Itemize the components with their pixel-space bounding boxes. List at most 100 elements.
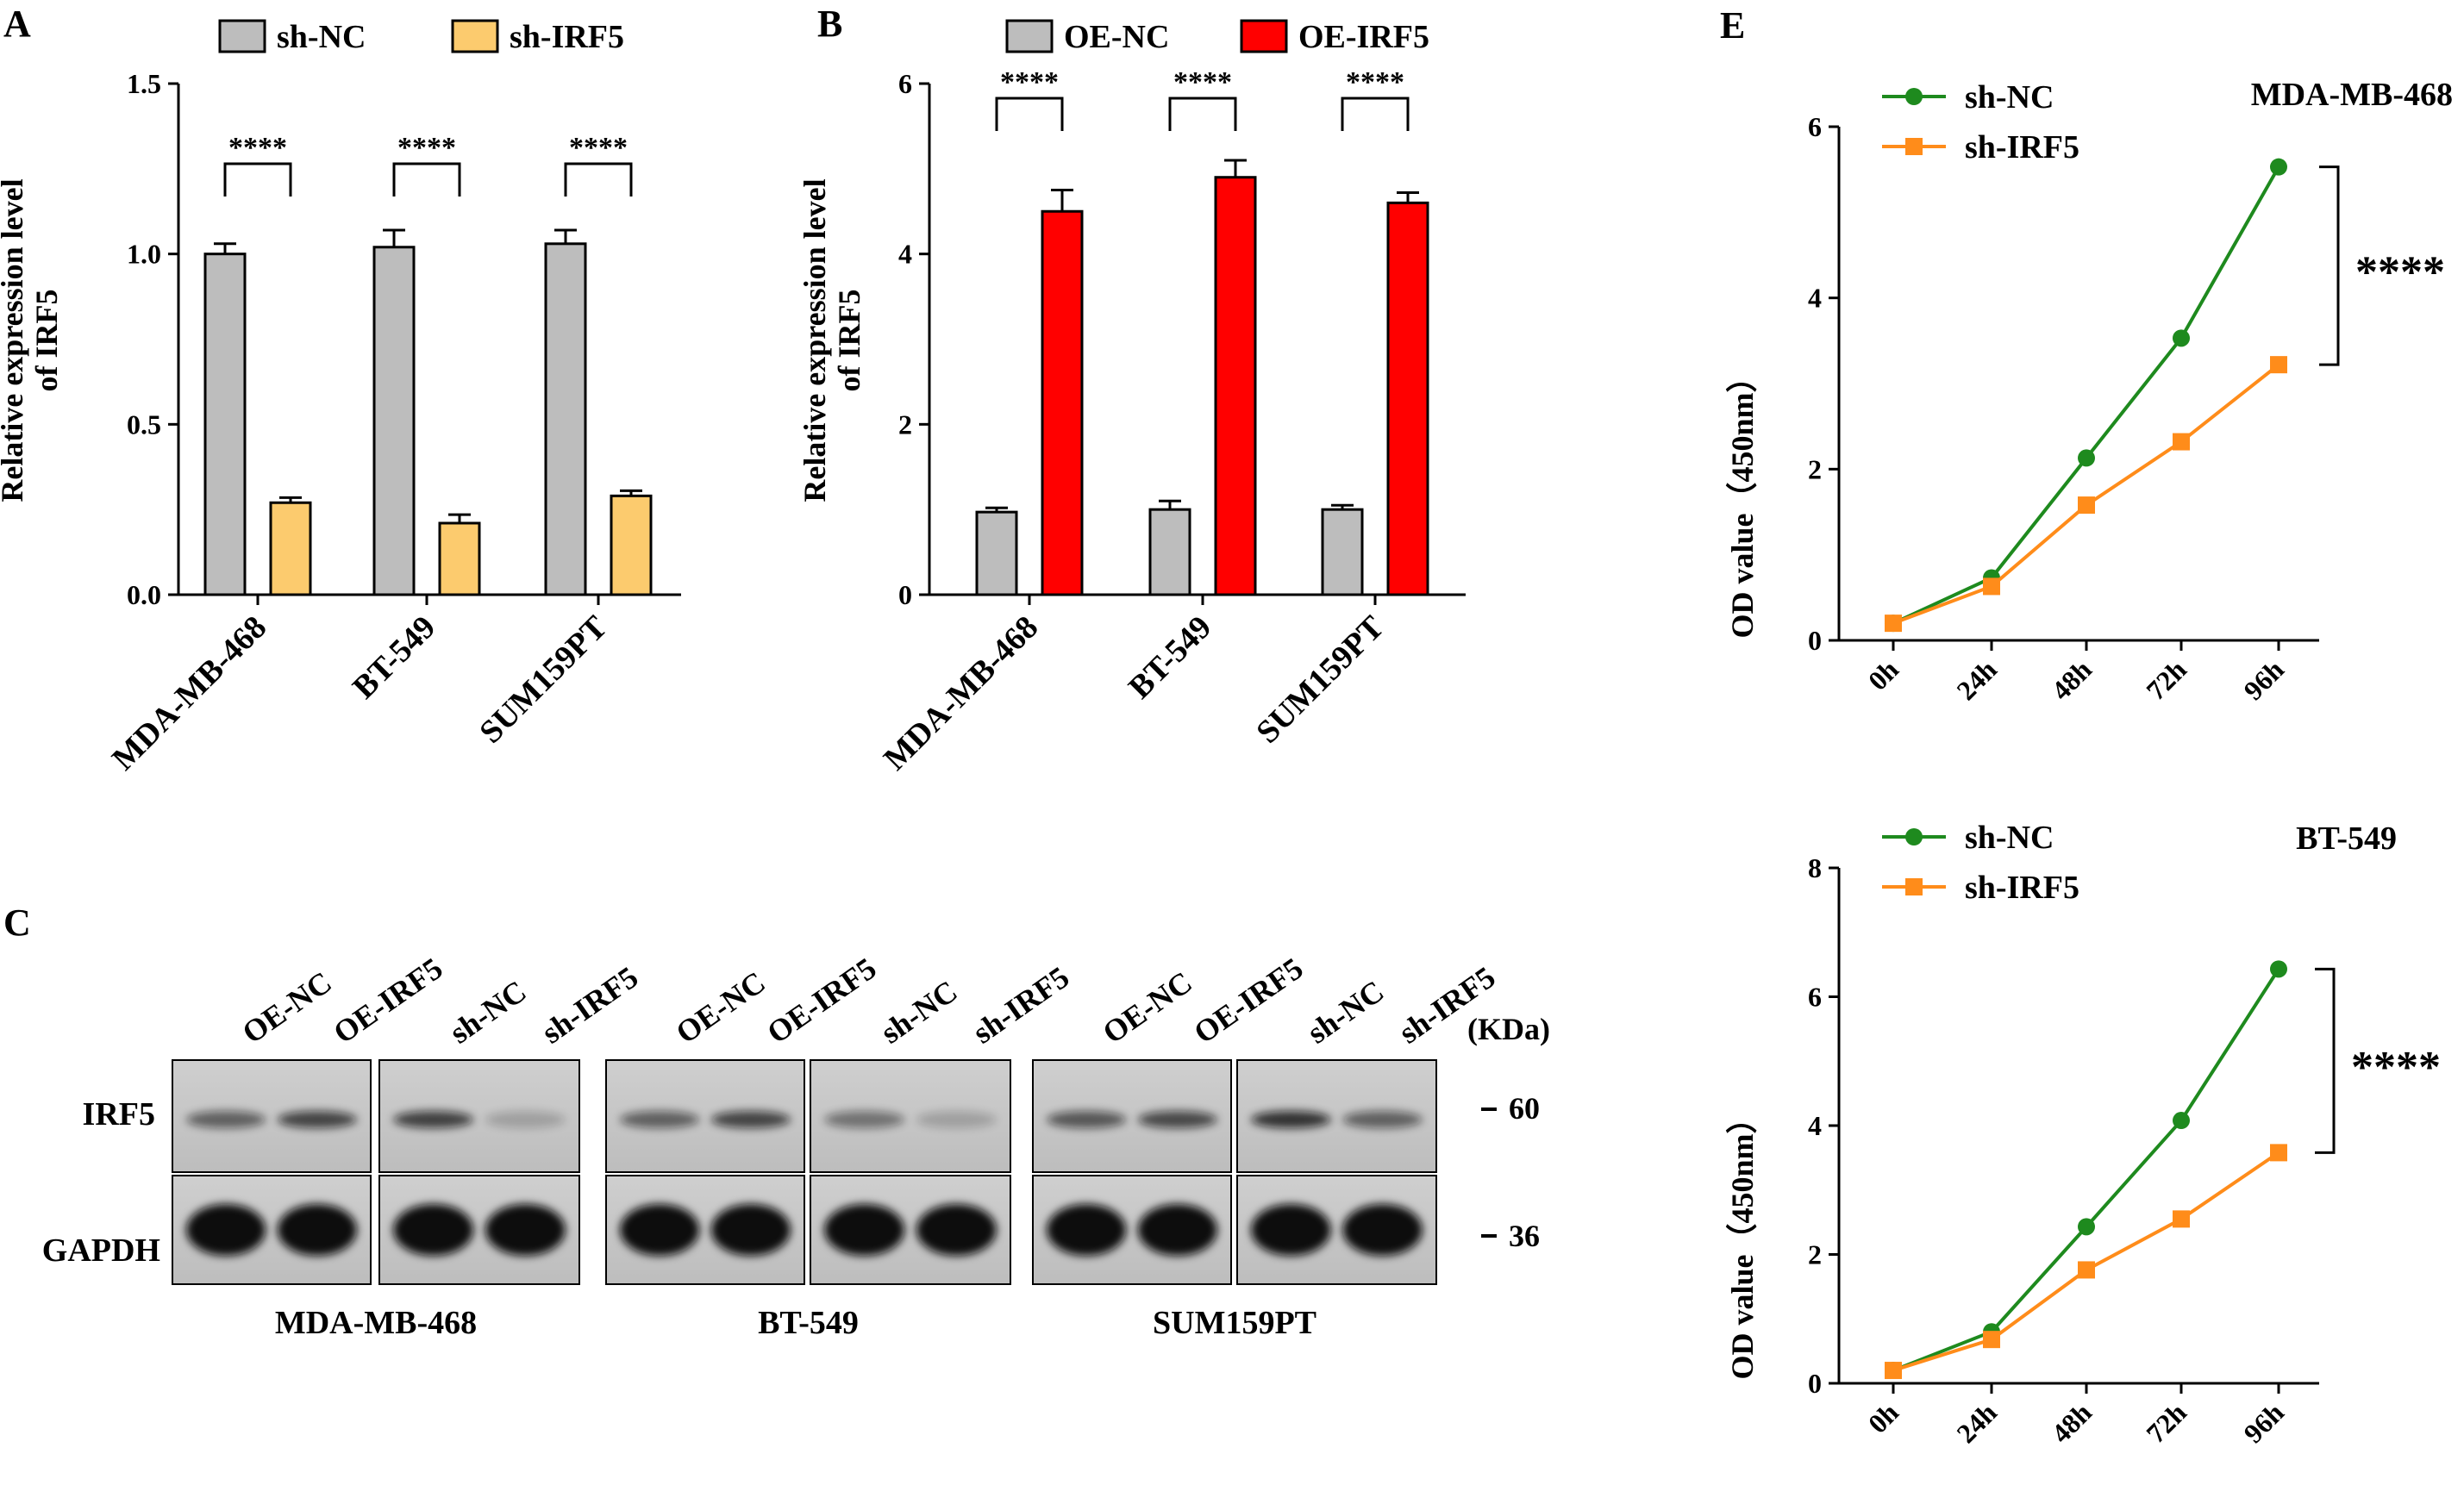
- panel-e-top-line-chart: 0 2 4 6 OD value（450nm） MDA-MB-468 0h 24h 48h 72h…: [1725, 77, 2453, 706]
- row-label: IRF5: [83, 1096, 155, 1132]
- y-tick-label: 6: [898, 68, 912, 99]
- data-point: [1885, 615, 1902, 633]
- y-tick-label: 8: [1808, 852, 1822, 883]
- legend-swatch: [1005, 19, 1054, 53]
- gapdh-band: [277, 1204, 357, 1256]
- y-tick-label: 4: [1808, 1110, 1822, 1141]
- y-tick-label: 0.5: [127, 409, 161, 440]
- x-tick-label: MDA-MB-468: [877, 609, 1045, 777]
- data-point: [2270, 1144, 2287, 1162]
- irf5-band: [824, 1111, 905, 1128]
- legend-swatch: [1240, 19, 1288, 53]
- y-tick-label: 6: [1808, 982, 1822, 1013]
- significance-label: ****: [1000, 66, 1059, 98]
- x-tick-label: 72h: [2140, 653, 2192, 706]
- y-tick-label: 0: [1808, 1368, 1822, 1399]
- y-axis-label: OD value（450nm）: [1725, 1102, 1760, 1379]
- panel-letter-e: E: [1720, 4, 1745, 47]
- x-tick-label: 24h: [1950, 653, 2003, 706]
- y-tick-label: 4: [1808, 283, 1822, 314]
- data-point: [2270, 960, 2287, 978]
- x-tick-label: 96h: [2237, 653, 2290, 706]
- data-point: [2173, 1112, 2190, 1130]
- gapdh-band: [824, 1204, 905, 1256]
- data-point: [2270, 158, 2287, 176]
- irf5-band: [277, 1111, 357, 1128]
- significance-bracket: [223, 162, 292, 197]
- y-tick-label: 2: [1808, 453, 1822, 484]
- bar: [1386, 201, 1429, 596]
- legend-marker: [1905, 828, 1923, 845]
- lane-label: sh-NC: [874, 974, 963, 1051]
- x-tick-label: 72h: [2140, 1396, 2192, 1449]
- gapdh-band: [186, 1204, 266, 1256]
- significance-bracket: [995, 97, 1064, 131]
- data-point: [2078, 1261, 2095, 1279]
- cell-line-label: MDA-MB-468: [275, 1305, 477, 1341]
- series-line: [1892, 968, 2280, 1372]
- panel-letter-a: A: [3, 3, 31, 45]
- lane-label: OE-IRF5: [761, 951, 883, 1050]
- lane-label: OE-NC: [1097, 964, 1198, 1050]
- irf5-band: [485, 1111, 566, 1128]
- chart-title: BT-549: [2296, 820, 2397, 857]
- significance-bracket: [1168, 97, 1237, 131]
- significance-label: ****: [569, 132, 628, 164]
- y-axis-label: of IRF5: [832, 290, 866, 392]
- x-tick-label: SUM159PT: [1249, 609, 1391, 751]
- significance-label: ****: [2351, 1043, 2441, 1092]
- data-point: [2173, 329, 2190, 347]
- x-tick-label: 24h: [1950, 1396, 2003, 1449]
- lane-label: OE-NC: [236, 964, 338, 1050]
- bar: [1041, 209, 1084, 596]
- legend-marker: [1905, 88, 1923, 105]
- significance-bracket: [1341, 97, 1410, 131]
- irf5-band: [393, 1111, 474, 1128]
- significance-bracket: [2319, 165, 2340, 366]
- legend-swatch: [218, 19, 266, 53]
- legend-label: sh-IRF5: [1965, 870, 2079, 906]
- data-point: [2078, 449, 2095, 467]
- legend-swatch: [451, 19, 499, 53]
- irf5-band: [1047, 1111, 1127, 1128]
- y-tick-label: 0: [898, 579, 912, 610]
- significance-label: ****: [228, 132, 287, 164]
- significance-bracket: [2315, 967, 2336, 1154]
- legend-label: OE-IRF5: [1298, 19, 1429, 55]
- irf5-band: [186, 1111, 266, 1128]
- significance-bracket: [564, 162, 633, 197]
- y-axis-label: Relative expression level: [0, 178, 29, 502]
- lane-label: OE-IRF5: [328, 951, 449, 1050]
- x-tick-label: 0h: [1862, 1396, 1904, 1438]
- x-tick-label: BT-549: [346, 609, 442, 706]
- bar: [975, 510, 1018, 596]
- panel-letter-c: C: [3, 902, 31, 944]
- x-tick-label: 48h: [2045, 653, 2098, 706]
- series-line: [1892, 363, 2280, 626]
- significance-label: ****: [1173, 66, 1232, 98]
- y-tick-label: 0: [1808, 625, 1822, 656]
- legend-marker: [1905, 138, 1923, 155]
- legend-label: sh-IRF5: [1965, 129, 2079, 165]
- data-point: [2078, 496, 2095, 515]
- gapdh-band: [393, 1204, 474, 1256]
- panel-a-bar-chart: 0.0 0.5 1.0 1.5 Relative expression levelof …: [0, 19, 681, 777]
- bar: [544, 242, 587, 596]
- significance-label: ****: [397, 132, 456, 164]
- cell-line-label: SUM159PT: [1153, 1305, 1316, 1341]
- chart-title: MDA-MB-468: [2251, 77, 2453, 113]
- lane-label: sh-NC: [1301, 974, 1390, 1051]
- panel-e-bottom-line-chart: 0 2 4 6 8 OD value（450nm） BT-549 0h 24h 48h 72h 96h…: [1725, 820, 2441, 1449]
- data-point: [2173, 1210, 2190, 1228]
- gapdh-band: [485, 1204, 566, 1256]
- irf5-band: [1137, 1111, 1217, 1128]
- legend-label: sh-IRF5: [510, 19, 624, 55]
- significance-label: ****: [1346, 66, 1404, 98]
- legend-label: sh-NC: [277, 19, 366, 55]
- legend-label: sh-NC: [1965, 820, 2054, 856]
- irf5-band: [710, 1111, 791, 1128]
- irf5-band: [916, 1111, 997, 1128]
- y-tick-label: 1.0: [127, 239, 161, 270]
- x-tick-label: 0h: [1862, 653, 1904, 696]
- bar: [1148, 508, 1191, 596]
